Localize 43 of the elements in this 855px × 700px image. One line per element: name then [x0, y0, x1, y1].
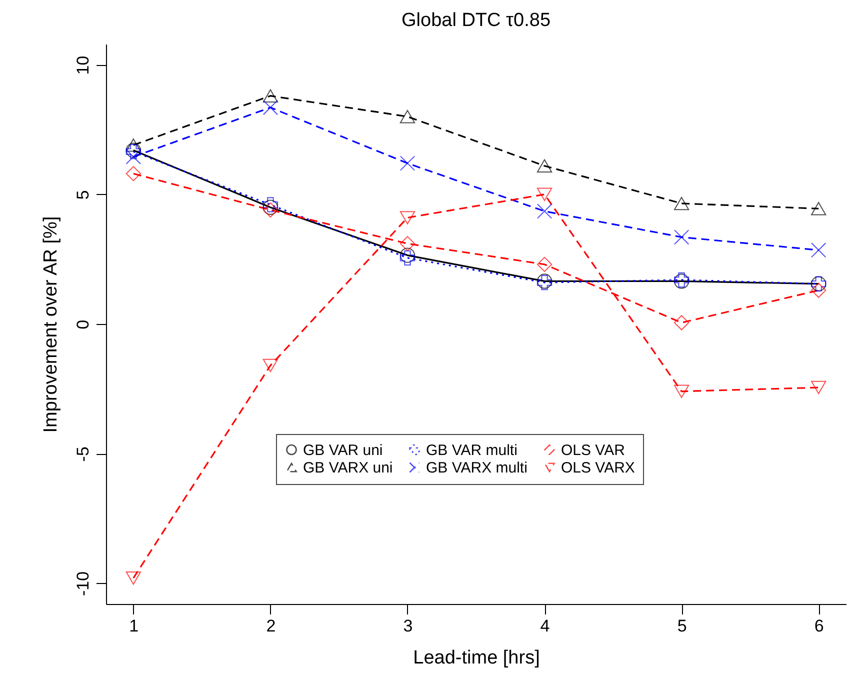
point	[400, 211, 416, 224]
x-tick-label: 2	[266, 616, 276, 636]
legend-label: OLS VARX	[561, 460, 635, 476]
x-tick-label: 1	[129, 616, 139, 636]
point	[400, 110, 416, 124]
point	[811, 380, 826, 394]
point	[400, 156, 416, 171]
y-tick-label: -5	[74, 446, 92, 462]
y-tick-label: -10	[74, 571, 92, 596]
chart-title: Global DTC τ0.85	[401, 10, 551, 31]
point	[536, 188, 552, 201]
point	[536, 204, 552, 219]
point	[262, 358, 278, 372]
point	[126, 138, 141, 152]
x-tick-label: 5	[677, 616, 687, 636]
legend-label: GB VAR multi	[426, 442, 518, 459]
point	[262, 100, 278, 116]
point	[674, 315, 690, 330]
point	[811, 282, 826, 298]
point	[400, 236, 416, 252]
x-axis-title: Lead-time [hrs]	[413, 648, 540, 668]
point	[811, 202, 826, 216]
x-tick-label: 6	[814, 616, 824, 636]
y-tick-label: 0	[74, 320, 92, 330]
y-tick-label: 5	[74, 190, 92, 200]
legend-label: GB VAR uni	[303, 442, 383, 459]
point	[262, 89, 278, 102]
point	[674, 384, 690, 398]
y-tick-label: 10	[74, 56, 92, 75]
legend-label: GB VARX uni	[303, 460, 393, 476]
x-tick-label: 4	[540, 616, 550, 636]
point	[126, 571, 141, 585]
point	[674, 196, 690, 210]
x-tick-label: 3	[403, 616, 413, 636]
legend-label: OLS VAR	[561, 442, 626, 459]
y-axis-title: Improvement over AR [%]	[40, 216, 62, 433]
point	[126, 149, 141, 164]
point	[126, 166, 141, 182]
point	[811, 242, 826, 258]
point	[536, 256, 552, 272]
point	[674, 230, 690, 245]
legend-label: GB VARX multi	[426, 460, 528, 476]
point	[536, 159, 552, 172]
